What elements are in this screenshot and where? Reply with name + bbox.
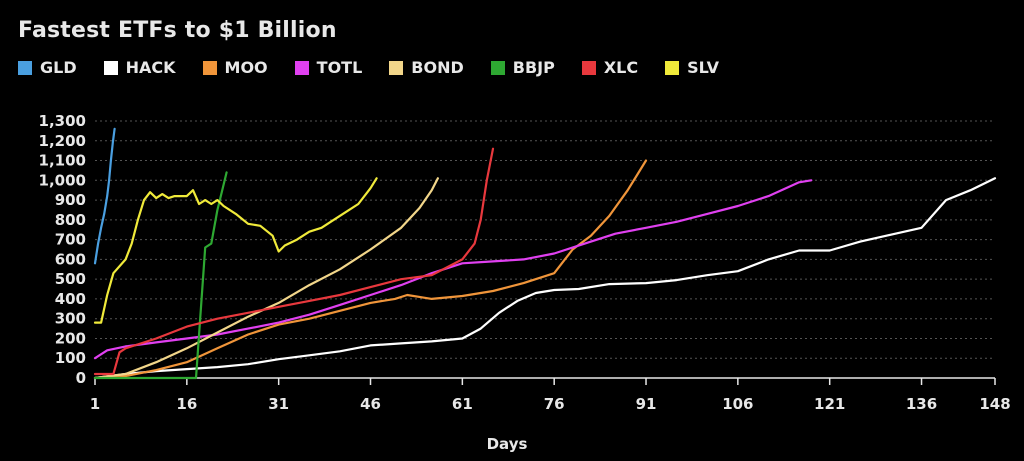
y-tick-label: 100 <box>55 349 86 367</box>
legend-label: MOO <box>224 58 268 77</box>
legend-swatch <box>202 60 217 75</box>
x-tick-label: 121 <box>814 395 845 413</box>
legend-swatch <box>490 60 505 75</box>
chart-legend: GLD HACK MOO TOTL BOND BBJP XLC SLV <box>18 58 746 77</box>
x-tick-label: 1 <box>90 395 100 413</box>
y-tick-label: 700 <box>55 231 86 249</box>
legend-swatch <box>294 60 309 75</box>
x-tick-label: 61 <box>452 395 473 413</box>
y-tick-label: 300 <box>55 310 86 328</box>
y-tick-label: 500 <box>55 270 86 288</box>
legend-swatch <box>581 60 596 75</box>
x-axis-label: Days <box>487 435 528 453</box>
y-tick-label: 800 <box>55 211 86 229</box>
legend-swatch <box>389 60 404 75</box>
y-tick-label: 1,300 <box>39 112 86 130</box>
x-tick-label: 16 <box>176 395 197 413</box>
legend-item-xlc: XLC <box>581 58 639 77</box>
series-line-gld <box>93 127 116 265</box>
legend-label: TOTL <box>316 58 363 77</box>
x-tick-label: 91 <box>636 395 657 413</box>
x-tick-label: 106 <box>722 395 753 413</box>
y-tick-label: 200 <box>55 329 86 347</box>
x-tick-label: 46 <box>360 395 381 413</box>
x-tick-label: 76 <box>544 395 565 413</box>
x-tick-label: 31 <box>268 395 289 413</box>
y-tick-label: 1,200 <box>39 132 86 150</box>
legend-swatch <box>18 60 32 75</box>
legend-item-gld: GLD <box>18 58 77 77</box>
legend-item-hack: HACK <box>103 58 176 77</box>
y-tick-label: 600 <box>55 250 86 268</box>
series-line-slv <box>93 177 378 324</box>
y-tick-label: 900 <box>55 191 86 209</box>
legend-item-moo: MOO <box>202 58 268 77</box>
series-line-hack <box>93 177 997 380</box>
legend-label: HACK <box>125 58 176 77</box>
y-tick-label: 0 <box>76 369 86 387</box>
legend-label: BOND <box>411 58 464 77</box>
legend-label: SLV <box>687 58 720 77</box>
y-tick-label: 1,100 <box>39 152 86 170</box>
y-tick-label: 1,000 <box>39 171 86 189</box>
legend-label: GLD <box>40 58 77 77</box>
series-line-bond <box>93 177 439 380</box>
y-tick-label: 400 <box>55 290 86 308</box>
x-tick-label: 136 <box>906 395 937 413</box>
x-tick-label: 148 <box>979 395 1010 413</box>
series-line-bbjp <box>93 171 228 380</box>
series-line-totl <box>93 179 813 360</box>
legend-item-slv: SLV <box>665 58 719 77</box>
chart-title: Fastest ETFs to $1 Billion <box>18 18 337 43</box>
legend-label: XLC <box>603 58 639 77</box>
legend-item-bond: BOND <box>389 58 464 77</box>
legend-label: BBJP <box>512 58 555 77</box>
legend-item-totl: TOTL <box>294 58 363 77</box>
series-line-xlc <box>93 147 495 376</box>
legend-swatch <box>103 60 118 75</box>
legend-swatch <box>665 60 680 75</box>
legend-item-bbjp: BBJP <box>490 58 555 77</box>
